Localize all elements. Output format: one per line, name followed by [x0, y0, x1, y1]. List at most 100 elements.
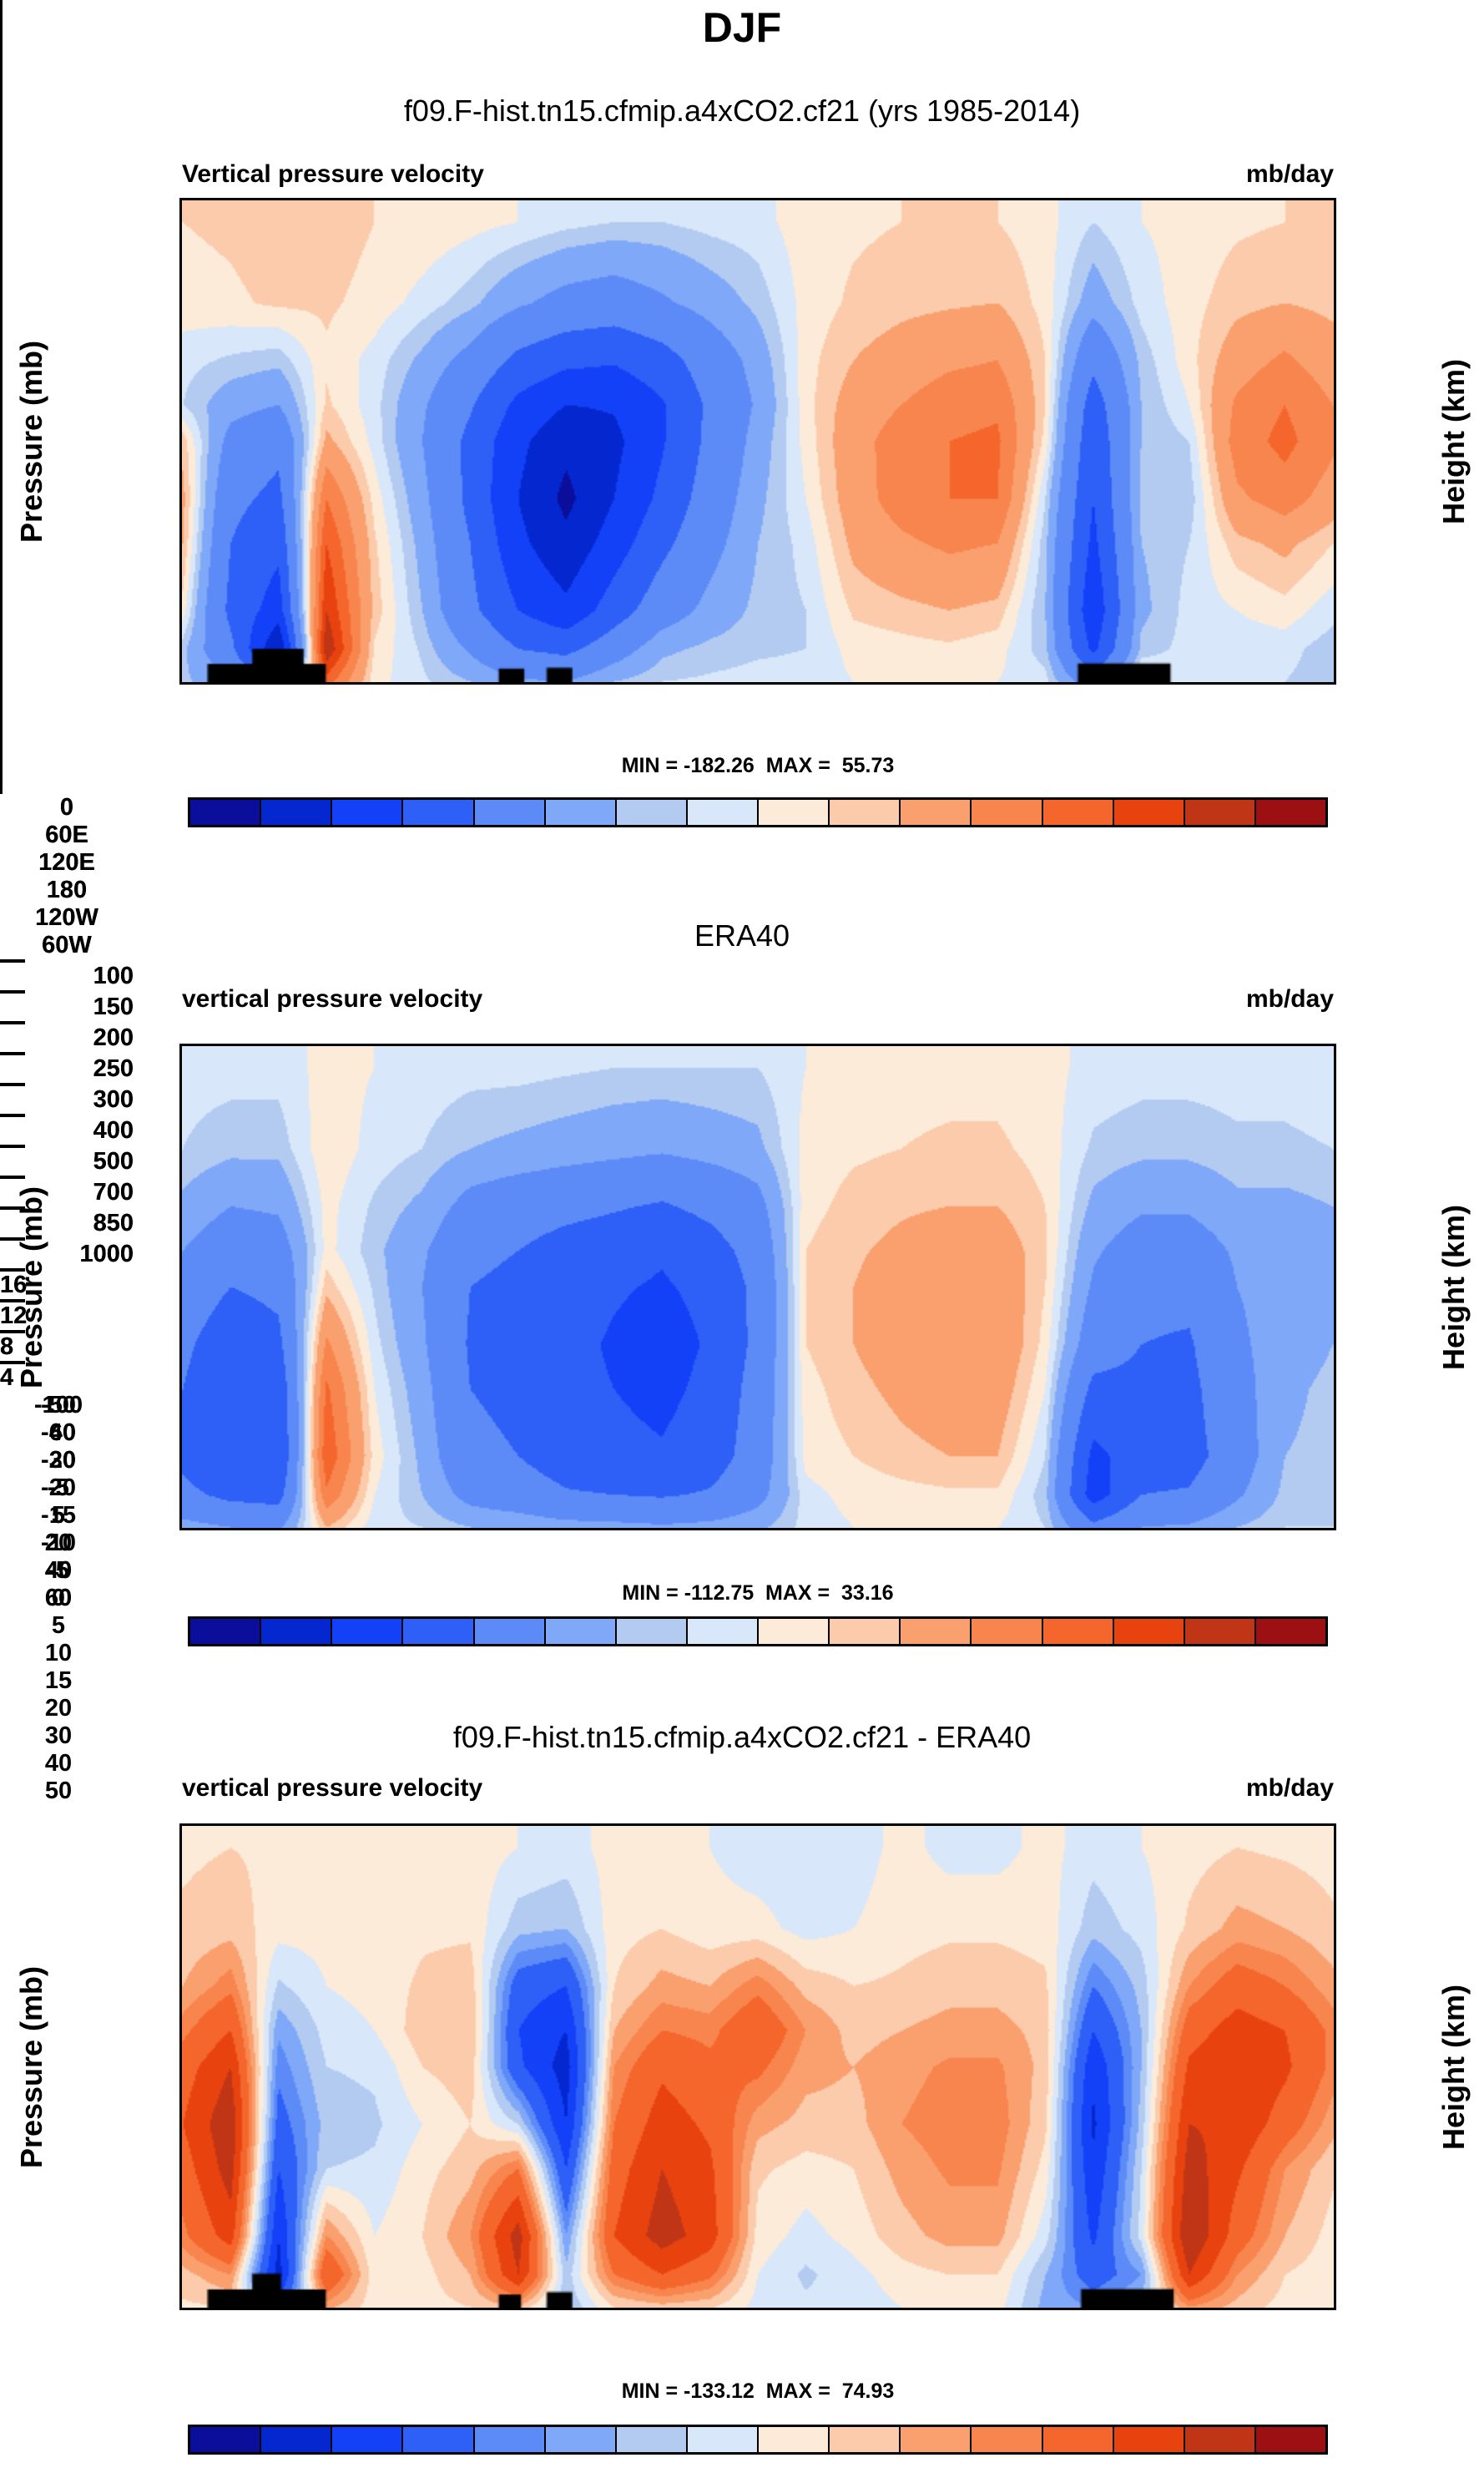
- x-tick: [0, 154, 3, 176]
- colorbar-cell: [830, 1619, 901, 1644]
- height-tick: [0, 1330, 25, 1333]
- height-tick-label: 16: [0, 1272, 28, 1298]
- colorbar-cell: [616, 800, 688, 825]
- pressure-tick: [0, 1145, 25, 1148]
- panel-title: f09.F-hist.tn15.cfmip.a4xCO2.cf21 (yrs 1…: [403, 94, 1081, 128]
- colorbar-tick-label: -60: [41, 1419, 76, 1446]
- colorbar-cell: [403, 2427, 475, 2452]
- x-tick-label: 120E: [38, 849, 95, 876]
- pressure-tick-label: 200: [93, 1024, 134, 1051]
- height-tick-label: 12: [0, 1302, 28, 1329]
- colorbar-cell: [332, 1619, 404, 1644]
- pressure-tick-label: 700: [93, 1179, 134, 1206]
- pressure-tick: [0, 1021, 25, 1024]
- colorbar-cell: [972, 1619, 1043, 1644]
- height-tick-label: 8: [0, 1333, 14, 1360]
- x-tick: [0, 53, 3, 63]
- x-tick: [0, 599, 3, 610]
- x-tick-label: 60E: [45, 822, 88, 848]
- colorbar-cell: [190, 1619, 262, 1644]
- colorbar-tick-label: -100: [33, 1392, 83, 1418]
- height-tick-label: 8: [0, 1333, 14, 1360]
- pressure-tick: [0, 990, 25, 994]
- x-tick-label: 180: [46, 877, 88, 903]
- colorbar-cell: [687, 1619, 759, 1644]
- pressure-tick: [0, 1176, 25, 1179]
- pressure-tick-label: 1000: [79, 1241, 134, 1267]
- x-tick-label: 120E: [38, 849, 95, 876]
- colorbar-tick-label: 60: [44, 1585, 73, 1611]
- x-tick: [0, 277, 3, 300]
- colorbar-tick-label: 30: [44, 1722, 73, 1749]
- x-tick: [0, 741, 3, 771]
- panel-title: f09.F-hist.tn15.cfmip.a4xCO2.cf21 - ERA4…: [452, 1720, 1032, 1754]
- colorbar-cell: [759, 2427, 830, 2452]
- colorbar-tick-label: -5: [48, 1474, 69, 1501]
- height-tick-label: 8: [0, 1333, 14, 1360]
- x-tick: [0, 689, 3, 709]
- x-tick: [0, 195, 3, 215]
- colorbar-cell: [1255, 2427, 1325, 2452]
- colorbar-cell: [190, 2427, 262, 2452]
- min-max-label: MIN = -182.26 MAX = 55.73: [621, 754, 895, 777]
- pressure-tick-label: 150: [93, 994, 134, 1020]
- pressure-axis-title: Pressure (mb): [14, 340, 48, 543]
- x-tick: [0, 176, 3, 187]
- pressure-tick: [0, 1206, 25, 1210]
- x-tick: [0, 734, 3, 741]
- colorbar-tick-label: -10: [41, 1530, 76, 1556]
- x-tick: [0, 524, 3, 547]
- height-tick: [0, 1299, 25, 1302]
- x-tick: [0, 338, 3, 352]
- colorbar-tick-label: 15: [44, 1667, 73, 1694]
- pressure-tick-label: 100: [93, 963, 134, 989]
- pressure-tick-label: 250: [93, 1055, 134, 1082]
- colorbar-cell: [545, 800, 617, 825]
- colorbar-tick-label: 5: [51, 1502, 66, 1529]
- height-tick: [0, 1361, 25, 1364]
- pressure-tick-label: 100: [93, 963, 134, 989]
- pressure-tick-label: 1000: [79, 1241, 134, 1267]
- x-tick-label: 180: [46, 877, 88, 903]
- colorbar-cell: [687, 800, 759, 825]
- colorbar-cell: [545, 1619, 617, 1644]
- pressure-tick-label: 250: [93, 1055, 134, 1082]
- colorbar-tick-label: 40: [44, 1557, 73, 1584]
- x-tick-label: 60W: [42, 932, 92, 958]
- height-tick-label: 12: [0, 1302, 28, 1329]
- x-tick: [0, 0, 3, 30]
- min-max-label: MIN = -112.75 MAX = 33.16: [622, 1581, 894, 1605]
- colorbar-tick-label: -50: [41, 1392, 76, 1418]
- colorbar-cell: [474, 1619, 546, 1644]
- colorbar-cell: [1184, 800, 1256, 825]
- pressure-tick-label: 1000: [79, 1241, 134, 1267]
- colorbar-tick-label: 5: [51, 1612, 66, 1639]
- x-tick: [0, 709, 3, 723]
- x-tick: [0, 318, 3, 338]
- x-tick: [0, 476, 3, 487]
- colorbar-cell: [901, 800, 972, 825]
- contour-field-canvas: [182, 1826, 1334, 2308]
- x-tick: [0, 462, 3, 476]
- pressure-tick-label: 300: [93, 1086, 134, 1113]
- colorbar-tick-label: 10: [44, 1640, 73, 1666]
- colorbar: [188, 1616, 1328, 1646]
- x-tick: [0, 565, 3, 585]
- pressure-tick-label: 700: [93, 1179, 134, 1206]
- colorbar-cell: [474, 2427, 546, 2452]
- height-tick-label: 12: [0, 1302, 28, 1329]
- pressure-tick-label: 850: [93, 1210, 134, 1236]
- colorbar-cell: [1184, 1619, 1256, 1644]
- colorbar-tick-label: -40: [41, 1419, 76, 1446]
- colorbar-cell: [687, 2427, 759, 2452]
- x-tick: [0, 105, 3, 116]
- colorbar-cell: [1255, 800, 1325, 825]
- field-caption: vertical pressure velocity: [182, 1774, 483, 1802]
- x-tick-label: 60E: [45, 822, 88, 848]
- pressure-tick-label: 400: [93, 1117, 134, 1144]
- colorbar-tick-label: -20: [41, 1447, 76, 1474]
- x-tick: [0, 124, 3, 154]
- x-tick: [0, 240, 3, 247]
- x-tick-label: 120W: [35, 904, 98, 931]
